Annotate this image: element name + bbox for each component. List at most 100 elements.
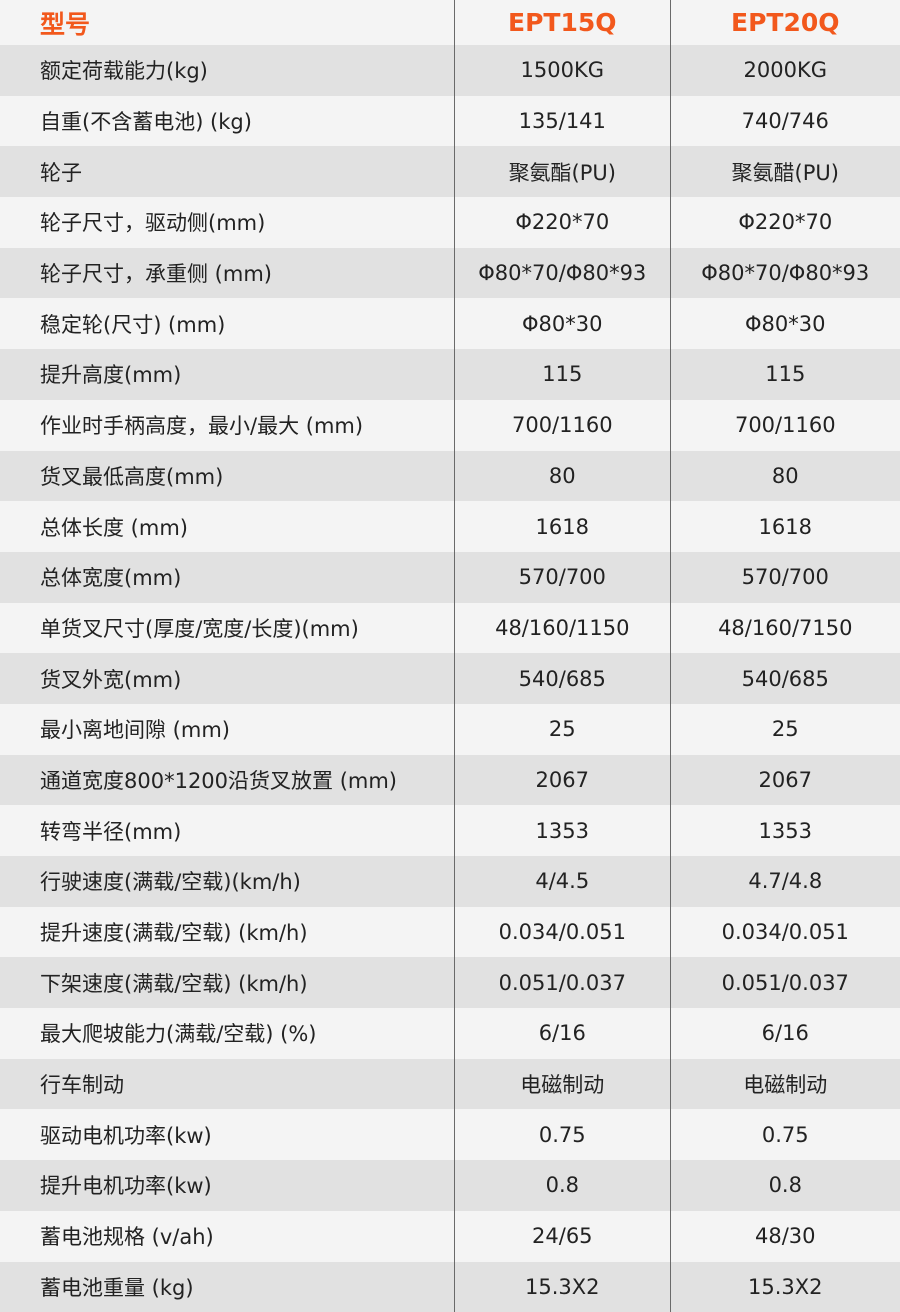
spec-label: 额定荷载能力(kg) (40, 59, 208, 84)
spec-label: 行车制动 (40, 1073, 124, 1098)
spec-label: 最小离地间隙 (mm) (40, 718, 230, 743)
spec-value-model-2: 570/700 (669, 551, 900, 603)
spec-value-model-2: 聚氨醋(PU) (669, 146, 900, 198)
table-row: 最大爬坡能力(满载/空载) (%) 6/16 6/16 (0, 1008, 900, 1059)
spec-label: 下架速度(满载/空载) (km/h) (40, 971, 308, 996)
spec-value-model-1: 4/4.5 (454, 856, 670, 907)
table-row: 轮子尺寸，承重侧 (mm) Φ80*70/Φ80*93 Φ80*70/Φ80*93 (0, 247, 900, 299)
spec-value-model-2: Φ220*70 (669, 197, 900, 248)
spec-label: 最大爬坡能力(满载/空载) (%) (40, 1022, 317, 1047)
spec-value-model-2: 2067 (669, 754, 900, 806)
spec-value-model-1: Φ80*70/Φ80*93 (454, 247, 670, 299)
table-row: 行驶速度(满载/空载)(km/h) 4/4.5 4.7/4.8 (0, 856, 900, 907)
spec-value-model-2: 6/16 (669, 1008, 900, 1059)
spec-value-model-2: 0.75 (669, 1109, 900, 1161)
spec-label: 货叉最低高度(mm) (40, 464, 224, 489)
spec-label: 提升电机功率(kw) (40, 1174, 212, 1199)
table-row: 单货叉尺寸(厚度/宽度/长度)(mm) 48/160/1150 48/160/715… (0, 602, 900, 654)
spec-value-model-1: Φ80*30 (454, 298, 670, 350)
spec-value-model-1: 570/700 (454, 551, 670, 603)
table-row: 转弯半径(mm) 1353 1353 (0, 805, 900, 856)
spec-value-model-1: 700/1160 (454, 399, 670, 451)
table-row: 下架速度(满载/空载) (km/h) 0.051/0.037 0.051/0.037 (0, 957, 900, 1009)
spec-value-model-2: 0.051/0.037 (669, 957, 900, 1009)
spec-value-model-1: 聚氨酯(PU) (454, 146, 670, 198)
spec-value-model-1: 2067 (454, 754, 670, 806)
table-row: 稳定轮(尺寸) (mm) Φ80*30 Φ80*30 (0, 298, 900, 350)
spec-label: 轮子 (40, 160, 82, 185)
spec-label: 作业时手柄高度，最小/最大 (mm) (40, 414, 364, 439)
spec-value-model-2: Φ80*30 (669, 298, 900, 350)
spec-label: 轮子尺寸，驱动侧(mm) (40, 211, 266, 236)
table-row: 轮子 聚氨酯(PU) 聚氨醋(PU) (0, 146, 900, 198)
table-row: 额定荷载能力(kg) 1500KG 2000KG (0, 45, 900, 96)
table-row: 行车制动 电磁制动 电磁制动 (0, 1058, 900, 1110)
spec-value-model-1: 15.3X2 (454, 1261, 670, 1312)
header-model-2: EPT20Q (669, 0, 900, 45)
spec-value-model-1: 电磁制动 (454, 1058, 670, 1110)
table-row: 通道宽度800*1200沿货叉放置 (mm) 2067 2067 (0, 754, 900, 806)
spec-value-model-1: Φ220*70 (454, 197, 670, 248)
spec-label: 蓄电池重量 (kg) (40, 1275, 194, 1300)
spec-value-model-2: 2000KG (669, 45, 900, 96)
spec-label: 单货叉尺寸(厚度/宽度/长度)(mm) (40, 616, 359, 641)
spec-value-model-1: 1353 (454, 805, 670, 856)
spec-value-model-1: 25 (454, 703, 670, 755)
header-model-1: EPT15Q (454, 0, 670, 45)
table-row: 提升速度(满载/空载) (km/h) 0.034/0.051 0.034/0.051 (0, 906, 900, 958)
table-body: 额定荷载能力(kg) 1500KG 2000KG 自重(不含蓄电池) (kg) 135/… (0, 45, 900, 1312)
spec-value-model-2: 0.034/0.051 (669, 906, 900, 958)
table-row: 总体宽度(mm) 570/700 570/700 (0, 551, 900, 603)
spec-value-model-2: 48/30 (669, 1210, 900, 1262)
spec-label: 行驶速度(满载/空载)(km/h) (40, 870, 301, 895)
table-row: 蓄电池规格 (v/ah) 24/65 48/30 (0, 1210, 900, 1262)
table-row: 驱动电机功率(kw) 0.75 0.75 (0, 1109, 900, 1161)
spec-label: 总体宽度(mm) (40, 566, 182, 591)
table-row: 货叉外宽(mm) 540/685 540/685 (0, 653, 900, 704)
spec-value-model-2: 115 (669, 349, 900, 400)
spec-label: 通道宽度800*1200沿货叉放置 (mm) (40, 768, 397, 793)
spec-value-model-1: 48/160/1150 (454, 602, 670, 654)
table-row: 提升电机功率(kw) 0.8 0.8 (0, 1160, 900, 1211)
spec-value-model-2: 25 (669, 703, 900, 755)
spec-value-model-2: 15.3X2 (669, 1261, 900, 1312)
spec-value-model-2: 1618 (669, 501, 900, 552)
spec-value-model-1: 0.034/0.051 (454, 906, 670, 958)
spec-value-model-2: 4.7/4.8 (669, 856, 900, 907)
spec-value-model-2: 0.8 (669, 1160, 900, 1211)
spec-label: 总体长度 (mm) (40, 515, 188, 540)
spec-value-model-1: 115 (454, 349, 670, 400)
spec-label: 驱动电机功率(kw) (40, 1123, 212, 1148)
spec-value-model-2: 48/160/7150 (669, 602, 900, 654)
spec-value-model-1: 1500KG (454, 45, 670, 96)
spec-value-model-1: 540/685 (454, 653, 670, 704)
table-row: 总体长度 (mm) 1618 1618 (0, 501, 900, 552)
spec-value-model-1: 135/141 (454, 95, 670, 147)
spec-label: 轮子尺寸，承重侧 (mm) (40, 262, 272, 287)
spec-value-model-1: 0.8 (454, 1160, 670, 1211)
table-row: 货叉最低高度(mm) 80 80 (0, 450, 900, 502)
spec-label: 货叉外宽(mm) (40, 667, 182, 692)
spec-value-model-2: 1353 (669, 805, 900, 856)
spec-value-model-1: 1618 (454, 501, 670, 552)
table-header: 型号 EPT15Q EPT20Q (0, 0, 900, 45)
spec-value-model-1: 80 (454, 450, 670, 502)
table-row: 最小离地间隙 (mm) 25 25 (0, 703, 900, 755)
spec-value-model-1: 0.051/0.037 (454, 957, 670, 1009)
spec-value-model-2: 电磁制动 (669, 1058, 900, 1110)
spec-value-model-1: 6/16 (454, 1008, 670, 1059)
spec-value-model-1: 24/65 (454, 1210, 670, 1262)
spec-label: 蓄电池规格 (v/ah) (40, 1225, 214, 1250)
spec-value-model-2: 740/746 (669, 95, 900, 147)
spec-label: 提升速度(满载/空载) (km/h) (40, 921, 308, 946)
spec-label: 自重(不含蓄电池) (kg) (40, 110, 252, 135)
table-row: 自重(不含蓄电池) (kg) 135/141 740/746 (0, 95, 900, 147)
spec-value-model-1: 0.75 (454, 1109, 670, 1161)
table-row: 轮子尺寸，驱动侧(mm) Φ220*70 Φ220*70 (0, 197, 900, 248)
spec-label: 提升高度(mm) (40, 363, 182, 388)
spec-label: 转弯半径(mm) (40, 819, 182, 844)
header-model-label: 型号 (40, 9, 91, 39)
spec-value-model-2: 540/685 (669, 653, 900, 704)
table-row: 提升高度(mm) 115 115 (0, 349, 900, 400)
